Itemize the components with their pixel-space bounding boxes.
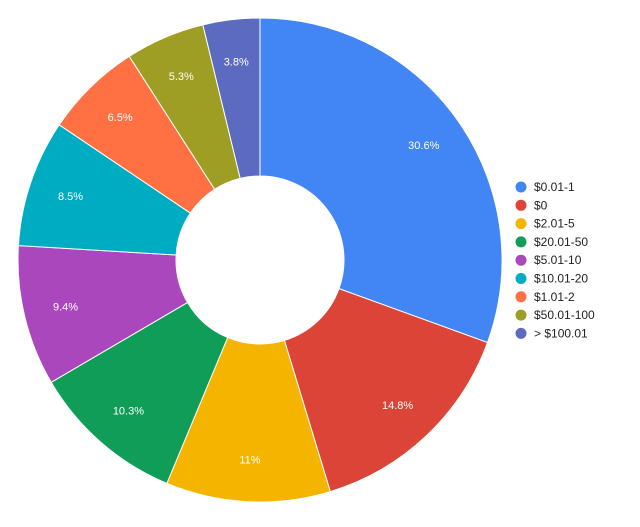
slice-label-8: 3.8% (224, 56, 249, 68)
slice-label-0: 30.6% (408, 140, 439, 152)
slice-0 (259, 17, 503, 344)
slice-2 (166, 336, 331, 503)
legend-label-5: $10.01-20 (534, 272, 588, 286)
slice-labels-group: 30.6% 14.8% 11% 10.3% 9.4% 8.5% 6.5% 5.3% 3.8% (53, 56, 440, 466)
legend-label-7: $50.01-100 (534, 308, 595, 322)
legend-swatch-2 (515, 218, 527, 230)
slice-4 (17, 245, 189, 383)
slice-label-5: 8.5% (58, 191, 83, 203)
legend-label-0: $0.01-1 (534, 180, 575, 194)
legend-swatch-4 (515, 254, 527, 266)
slice-8 (202, 17, 261, 179)
legend: $0.01-1 $0 $2.01-5 $20.01-50 $5.01-10 $10.01-… (515, 180, 595, 340)
legend-label-6: $1.01-2 (534, 290, 575, 304)
slice-1 (283, 288, 489, 493)
legend-swatch-1 (515, 199, 527, 211)
slice-label-4: 9.4% (53, 302, 78, 314)
legend-swatch-7 (515, 309, 527, 321)
slice-3 (50, 301, 229, 485)
legend-label-4: $5.01-10 (534, 253, 582, 267)
legend-label-2: $2.01-5 (534, 217, 575, 231)
slice-label-3: 10.3% (113, 406, 144, 418)
legend-label-3: $20.01-50 (534, 235, 588, 249)
legend-label-1: $0 (534, 198, 548, 212)
legend-swatch-0 (515, 181, 527, 193)
legend-label-8: > $100.01 (534, 326, 588, 340)
legend-swatch-6 (515, 291, 527, 303)
slices-group (17, 17, 503, 503)
legend-swatch-5 (515, 273, 527, 284)
slice-label-1: 14.8% (382, 400, 413, 412)
slice-label-2: 11% (239, 455, 260, 467)
slice-label-6: 6.5% (108, 112, 133, 124)
legend-swatch-3 (515, 236, 527, 248)
legend-swatch-8 (515, 327, 527, 339)
slice-label-7: 5.3% (169, 71, 194, 83)
